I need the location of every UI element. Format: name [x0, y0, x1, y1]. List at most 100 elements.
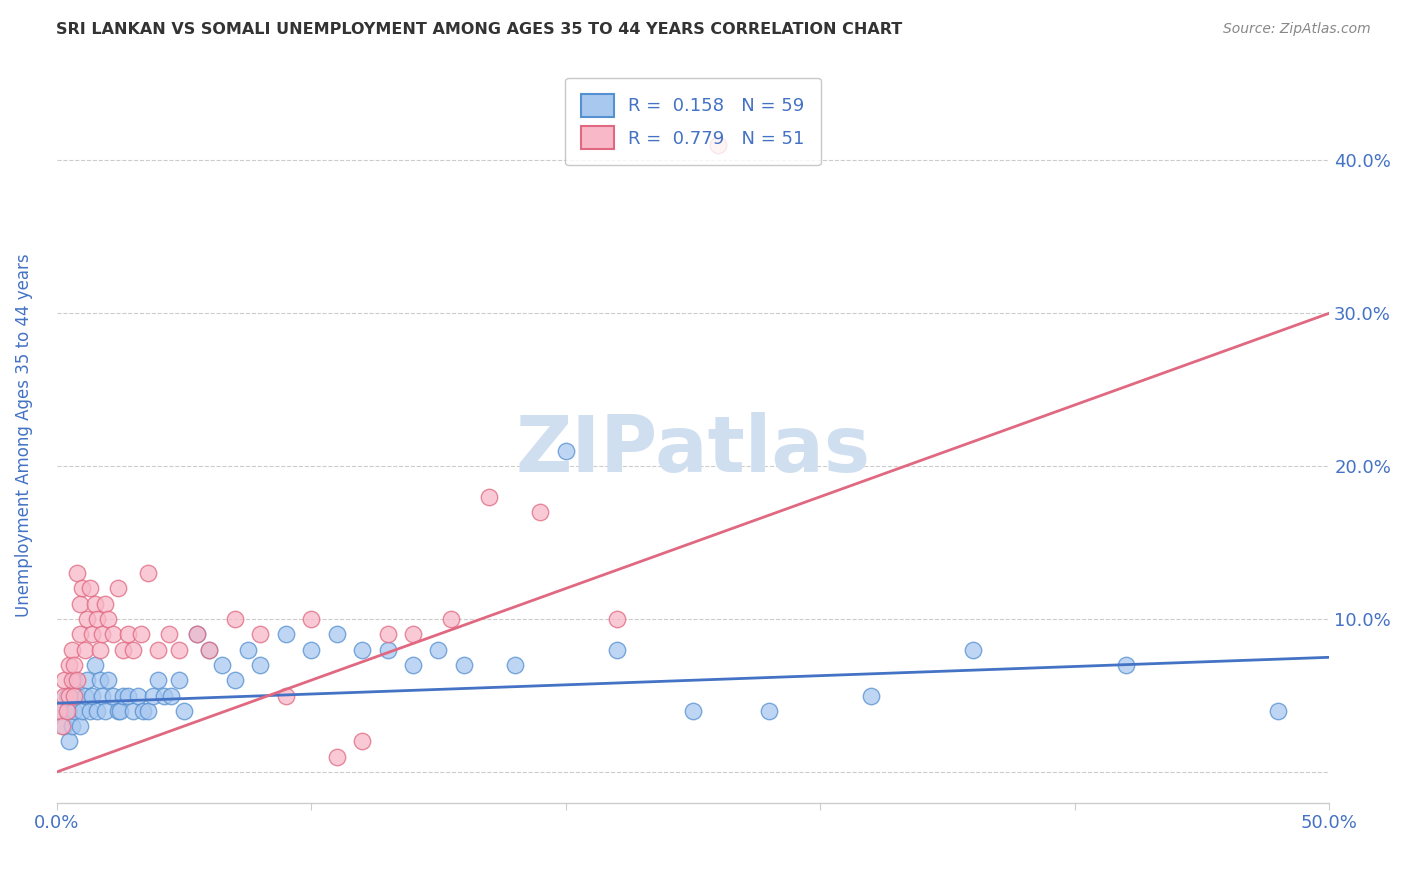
Point: [402, 657, 425, 672]
Point: [63, 689, 86, 703]
Point: [198, 642, 221, 657]
Point: [66, 673, 89, 688]
Point: [453, 657, 475, 672]
Point: [60, 673, 83, 688]
Point: [249, 627, 271, 641]
Point: [478, 490, 501, 504]
Point: [224, 612, 246, 626]
Point: [58, 657, 80, 672]
Point: [186, 627, 208, 641]
Point: [73, 642, 96, 657]
Point: [51, 719, 73, 733]
Point: [107, 582, 129, 596]
Point: [274, 689, 297, 703]
Point: [60, 642, 83, 657]
Point: [299, 612, 322, 626]
Point: [211, 657, 233, 672]
Point: [48, 704, 70, 718]
Point: [69, 719, 91, 733]
Point: [707, 138, 730, 153]
Point: [53, 719, 76, 733]
Point: [377, 642, 399, 657]
Point: [111, 689, 134, 703]
Point: [352, 734, 374, 748]
Point: [53, 673, 76, 688]
Point: [91, 689, 114, 703]
Point: [86, 704, 108, 718]
Point: [325, 627, 347, 641]
Point: [860, 689, 883, 703]
Point: [132, 704, 155, 718]
Point: [56, 704, 79, 718]
Point: [606, 642, 628, 657]
Point: [60, 719, 83, 733]
Point: [122, 642, 145, 657]
Point: [82, 627, 104, 641]
Point: [101, 689, 124, 703]
Point: [117, 689, 139, 703]
Point: [63, 673, 86, 688]
Point: [299, 642, 322, 657]
Point: [1115, 657, 1137, 672]
Point: [167, 673, 190, 688]
Point: [157, 627, 180, 641]
Point: [96, 612, 118, 626]
Legend: R =  0.158   N = 59, R =  0.779   N = 51: R = 0.158 N = 59, R = 0.779 N = 51: [565, 78, 821, 166]
Text: Source: ZipAtlas.com: Source: ZipAtlas.com: [1223, 22, 1371, 37]
Point: [136, 704, 159, 718]
Point: [107, 704, 129, 718]
Point: [69, 597, 91, 611]
Point: [129, 627, 152, 641]
Point: [110, 704, 132, 718]
Point: [198, 642, 221, 657]
Point: [224, 673, 246, 688]
Point: [127, 689, 149, 703]
Point: [186, 627, 208, 641]
Point: [66, 566, 89, 581]
Point: [70, 704, 93, 718]
Point: [56, 689, 79, 703]
Point: [91, 627, 114, 641]
Point: [402, 627, 425, 641]
Point: [83, 657, 105, 672]
Point: [682, 704, 704, 718]
Point: [79, 704, 101, 718]
Point: [122, 704, 145, 718]
Point: [111, 642, 134, 657]
Point: [440, 612, 463, 626]
Point: [69, 627, 91, 641]
Point: [148, 642, 170, 657]
Point: [89, 673, 111, 688]
Point: [427, 642, 450, 657]
Point: [76, 673, 98, 688]
Point: [96, 673, 118, 688]
Point: [58, 689, 80, 703]
Point: [962, 642, 984, 657]
Point: [58, 734, 80, 748]
Point: [63, 657, 86, 672]
Point: [94, 704, 117, 718]
Text: ZIPatlas: ZIPatlas: [516, 412, 870, 488]
Point: [117, 627, 139, 641]
Point: [249, 657, 271, 672]
Point: [167, 642, 190, 657]
Point: [554, 443, 576, 458]
Point: [51, 704, 73, 718]
Point: [70, 582, 93, 596]
Point: [94, 597, 117, 611]
Point: [136, 566, 159, 581]
Text: SRI LANKAN VS SOMALI UNEMPLOYMENT AMONG AGES 35 TO 44 YEARS CORRELATION CHART: SRI LANKAN VS SOMALI UNEMPLOYMENT AMONG …: [56, 22, 903, 37]
Point: [160, 689, 183, 703]
Point: [142, 689, 165, 703]
Point: [274, 627, 297, 641]
Point: [377, 627, 399, 641]
Point: [89, 642, 111, 657]
Point: [148, 673, 170, 688]
Point: [325, 749, 347, 764]
Point: [73, 689, 96, 703]
Point: [606, 612, 628, 626]
Point: [101, 627, 124, 641]
Point: [82, 689, 104, 703]
Point: [53, 689, 76, 703]
Point: [236, 642, 259, 657]
